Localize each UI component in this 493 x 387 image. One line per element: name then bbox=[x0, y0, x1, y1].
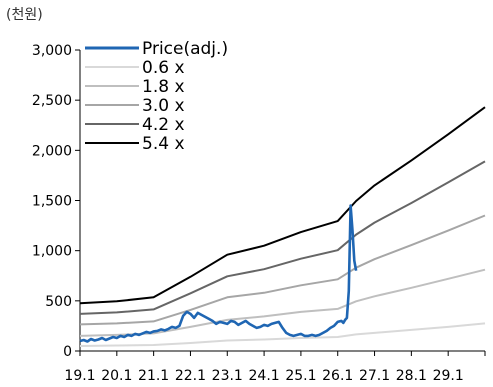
y-tick-label: 1,000 bbox=[32, 244, 72, 260]
x-tick-label: 25.1 bbox=[285, 368, 316, 384]
band-line bbox=[79, 160, 486, 315]
x-tick-label: 26.1 bbox=[322, 368, 353, 384]
legend-label: 1.8 x bbox=[142, 77, 185, 97]
y-tick-label: 2,500 bbox=[32, 93, 72, 109]
price-line-group bbox=[79, 204, 358, 343]
legend: Price(adj.)0.6 x1.8 x3.0 x4.2 x5.4 x bbox=[85, 39, 228, 154]
y-tick-label: 0 bbox=[63, 344, 72, 360]
y-tick-label: 2,000 bbox=[32, 143, 72, 159]
y-tick-label: 500 bbox=[45, 294, 72, 310]
x-tick-label: 27.1 bbox=[359, 368, 390, 384]
x-tick-label: 20.1 bbox=[101, 368, 132, 384]
x-tick-label: 28.1 bbox=[396, 368, 427, 384]
price-line bbox=[79, 204, 358, 343]
legend-label: 4.2 x bbox=[142, 115, 185, 135]
legend-label: 3.0 x bbox=[142, 96, 185, 116]
y-tick-label: 3,000 bbox=[32, 43, 72, 59]
x-tick-label: 22.1 bbox=[175, 368, 206, 384]
x-tick-label: 29.1 bbox=[433, 368, 464, 384]
x-tick-label: 23.1 bbox=[212, 368, 243, 384]
x-tick-label: 24.1 bbox=[249, 368, 280, 384]
legend-label: 5.4 x bbox=[142, 134, 185, 154]
y-tick-label: 1,500 bbox=[32, 194, 72, 210]
band-line bbox=[79, 106, 486, 305]
chart-axes: 0 500 1,000 1,500 2,000 2,500 3,000 19.1 20.1 21.… bbox=[32, 43, 486, 384]
y-axis-unit-label: (천원) bbox=[6, 7, 43, 23]
x-tick-label: 19.1 bbox=[64, 368, 95, 384]
x-tick-label: 21.1 bbox=[138, 368, 169, 384]
band-line bbox=[79, 322, 486, 347]
band-line bbox=[79, 214, 486, 326]
legend-label: Price(adj.) bbox=[142, 39, 228, 59]
band-lines bbox=[79, 106, 486, 347]
legend-label: 0.6 x bbox=[142, 58, 185, 78]
band-line bbox=[79, 268, 486, 337]
